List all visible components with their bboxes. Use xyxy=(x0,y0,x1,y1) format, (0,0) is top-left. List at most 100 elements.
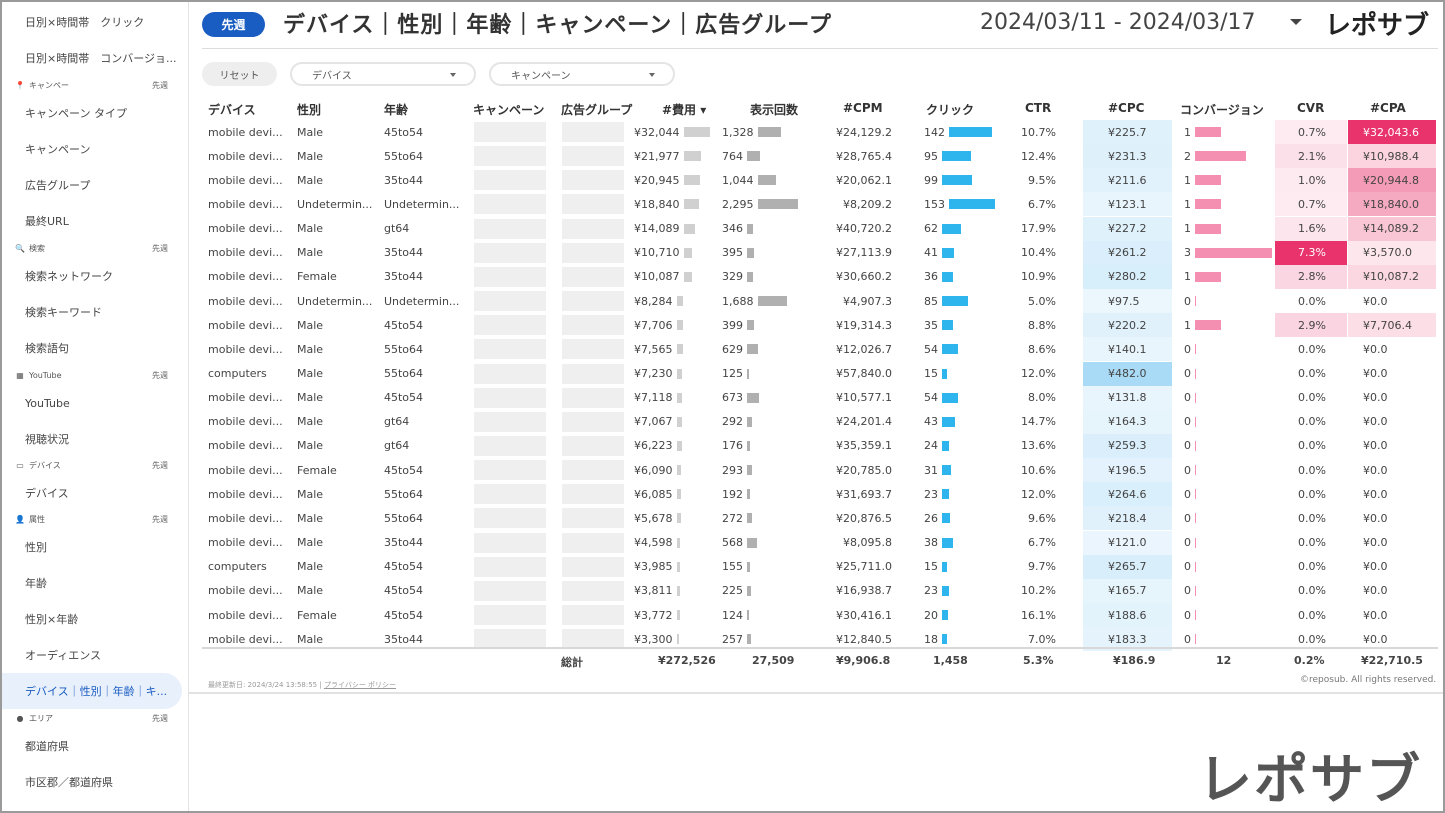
table-row[interactable]: mobile devi... Female 45to54 ¥6,090 293 ¥20,7… xyxy=(202,458,1438,483)
table-row[interactable]: mobile devi... Undetermin... Undetermin...… xyxy=(202,289,1438,314)
table-row[interactable]: mobile devi... Male 45to54 ¥7,118 673 ¥10,577… xyxy=(202,385,1438,410)
sidebar-item[interactable]: 検索キーワード xyxy=(25,306,102,319)
gender-cell: Male xyxy=(297,125,324,139)
cvr-heat xyxy=(1275,264,1347,289)
column-header[interactable]: 性別 xyxy=(297,103,322,117)
sidebar-item[interactable]: 視聴状況 xyxy=(25,433,69,446)
cost-bar xyxy=(676,344,683,355)
sidebar-item[interactable]: 年齢 xyxy=(25,577,47,590)
table-row[interactable]: mobile devi... Male 35to44 ¥20,945 1,044 ¥20,… xyxy=(202,168,1438,193)
section-period[interactable]: 先週 xyxy=(152,243,168,253)
page-title: デバイス｜性別｜年齢｜キャンペーン｜広告グループ xyxy=(283,13,832,38)
cpm-cell: ¥8,209.2 xyxy=(843,197,892,211)
column-header[interactable]: コンバージョン xyxy=(1180,103,1264,117)
impressions-value: 329 xyxy=(722,270,743,284)
table-row[interactable]: mobile devi... Male 35to44 ¥10,710 395 ¥27,11… xyxy=(202,240,1438,265)
column-header[interactable]: 表示回数 xyxy=(750,103,799,117)
sidebar-item[interactable]: 検索ネットワーク xyxy=(25,270,113,283)
column-header[interactable]: #CPC xyxy=(1108,101,1145,115)
table-row[interactable]: mobile devi... Male 45to54 ¥3,811 225 ¥16,938… xyxy=(202,578,1438,603)
reset-button[interactable]: リセット xyxy=(202,62,277,86)
table-row[interactable]: mobile devi... Male 45to54 ¥7,706 399 ¥19,314… xyxy=(202,313,1438,338)
cost-bar xyxy=(676,320,683,331)
impressions-value: 225 xyxy=(722,584,743,598)
table-row[interactable]: mobile devi... Female 35to44 ¥10,087 329 ¥30,… xyxy=(202,264,1438,289)
device-cell: mobile devi... xyxy=(208,487,283,501)
section-period[interactable]: 先週 xyxy=(152,460,168,470)
cost-value: ¥18,840 xyxy=(634,197,680,211)
column-header[interactable]: デバイス xyxy=(208,103,256,117)
clicks-value: 26 xyxy=(924,511,938,525)
table-row[interactable]: mobile devi... Male gt64 ¥14,089 346 ¥40,720.… xyxy=(202,216,1438,241)
impressions-value: 629 xyxy=(722,342,743,356)
age-cell: gt64 xyxy=(384,415,410,429)
table-row[interactable]: mobile devi... Male gt64 ¥7,067 292 ¥24,201.4… xyxy=(202,409,1438,434)
clicks-value: 153 xyxy=(924,197,945,211)
section-period[interactable]: 先週 xyxy=(152,713,168,723)
table-row[interactable]: mobile devi... Male 55to64 ¥5,678 272 ¥20,876… xyxy=(202,506,1438,531)
table-row[interactable]: mobile devi... Male 55to64 ¥7,565 629 ¥12,026… xyxy=(202,337,1438,362)
conversion-bar xyxy=(1195,610,1196,620)
section-period[interactable]: 先週 xyxy=(152,80,168,90)
chevron-down-icon[interactable] xyxy=(1290,19,1302,25)
table-row[interactable]: mobile devi... Undetermin... Undetermin...… xyxy=(202,192,1438,217)
column-header[interactable]: #CPM xyxy=(843,101,883,115)
device-cell: mobile devi... xyxy=(208,632,283,646)
column-header[interactable]: #費用 ▾ xyxy=(662,103,707,117)
cpm-cell: ¥35,359.1 xyxy=(836,439,892,453)
redacted-campaign-cell xyxy=(474,122,546,142)
impressions-cell: 629 xyxy=(722,337,822,361)
column-header[interactable]: #CPA xyxy=(1370,101,1406,115)
table-row[interactable]: computers Male 45to54 ¥3,985 155 ¥25,711.0 15 9… xyxy=(202,554,1438,579)
column-header[interactable]: 年齢 xyxy=(384,103,409,117)
sidebar-item[interactable]: デバイス xyxy=(25,487,69,500)
table-row[interactable]: mobile devi... Female 45to54 ¥3,772 124 ¥30,4… xyxy=(202,603,1438,627)
conversion-cell: 0 xyxy=(1184,627,1284,651)
period-badge[interactable]: 先週 xyxy=(202,12,265,37)
sidebar-item[interactable]: キャンペーン xyxy=(25,143,91,156)
device-filter-select[interactable]: デバイス xyxy=(290,62,476,86)
device-cell: computers xyxy=(208,367,267,380)
section-period[interactable]: 先週 xyxy=(152,370,168,380)
column-header[interactable]: 広告グループ xyxy=(561,103,633,117)
table-row[interactable]: mobile devi... Male 45to54 ¥32,044 1,328 ¥24,… xyxy=(202,120,1438,144)
cvr-cell: 0.0% xyxy=(1298,294,1326,308)
chevron-down-icon xyxy=(450,73,456,77)
sidebar-item[interactable]: 検索語句 xyxy=(25,342,69,355)
column-header[interactable]: CTR xyxy=(1025,101,1052,115)
sidebar-item[interactable]: 性別×年齢 xyxy=(25,613,79,626)
date-range-picker[interactable]: 2024/03/11 - 2024/03/17 xyxy=(980,10,1256,35)
redacted-adgroup-cell xyxy=(562,363,624,384)
sidebar-item[interactable]: 市区郡／都道府県 xyxy=(25,776,113,789)
campaign-filter-select[interactable]: キャンペーン xyxy=(489,62,675,86)
cost-bar xyxy=(676,610,680,620)
table-row[interactable]: mobile devi... Male 55to64 ¥6,085 192 ¥31,693… xyxy=(202,482,1438,507)
sidebar-item[interactable]: 性別 xyxy=(25,541,47,554)
table-row[interactable]: mobile devi... Male 35to44 ¥4,598 568 ¥8,095.… xyxy=(202,530,1438,555)
table-row[interactable]: computers Male 55to64 ¥7,230 125 ¥57,840.0 15 1… xyxy=(202,361,1438,386)
cvr-cell: 2.8% xyxy=(1298,270,1326,284)
table-row[interactable]: mobile devi... Male gt64 ¥6,223 176 ¥35,359.1… xyxy=(202,433,1438,458)
sidebar-item[interactable]: 都道府県 xyxy=(25,740,69,753)
column-header[interactable]: CVR xyxy=(1297,101,1325,115)
cpc-heat xyxy=(1083,144,1172,169)
redacted-campaign-cell xyxy=(474,460,546,481)
privacy-policy-link[interactable]: プライバシー ポリシー xyxy=(323,681,397,689)
age-cell: 35to44 xyxy=(384,173,424,187)
sidebar-item[interactable]: 日別×時間帯 クリック xyxy=(25,16,145,29)
sidebar-item[interactable]: YouTube xyxy=(25,396,70,410)
sidebar-item[interactable]: 広告グループ xyxy=(25,179,91,192)
cost-value: ¥3,985 xyxy=(634,560,673,574)
cpc-cell: ¥121.0 xyxy=(1108,536,1147,550)
impressions-bar xyxy=(757,296,787,307)
cost-cell: ¥18,840 xyxy=(634,192,726,216)
sidebar-item[interactable]: 日別×時間帯 コンバージョ... xyxy=(25,52,177,65)
sidebar-item[interactable]: デバイス｜性別｜年齢｜キ... xyxy=(2,673,182,709)
sidebar-item[interactable]: 最終URL xyxy=(25,215,69,228)
sidebar-item[interactable]: キャンペーン タイプ xyxy=(25,107,127,120)
section-period[interactable]: 先週 xyxy=(152,514,168,524)
column-header[interactable]: クリック xyxy=(926,103,975,117)
column-header[interactable]: キャンペーン xyxy=(473,103,545,117)
sidebar-item[interactable]: オーディエンス xyxy=(25,649,102,662)
table-row[interactable]: mobile devi... Male 55to64 ¥21,977 764 ¥28,76… xyxy=(202,144,1438,169)
